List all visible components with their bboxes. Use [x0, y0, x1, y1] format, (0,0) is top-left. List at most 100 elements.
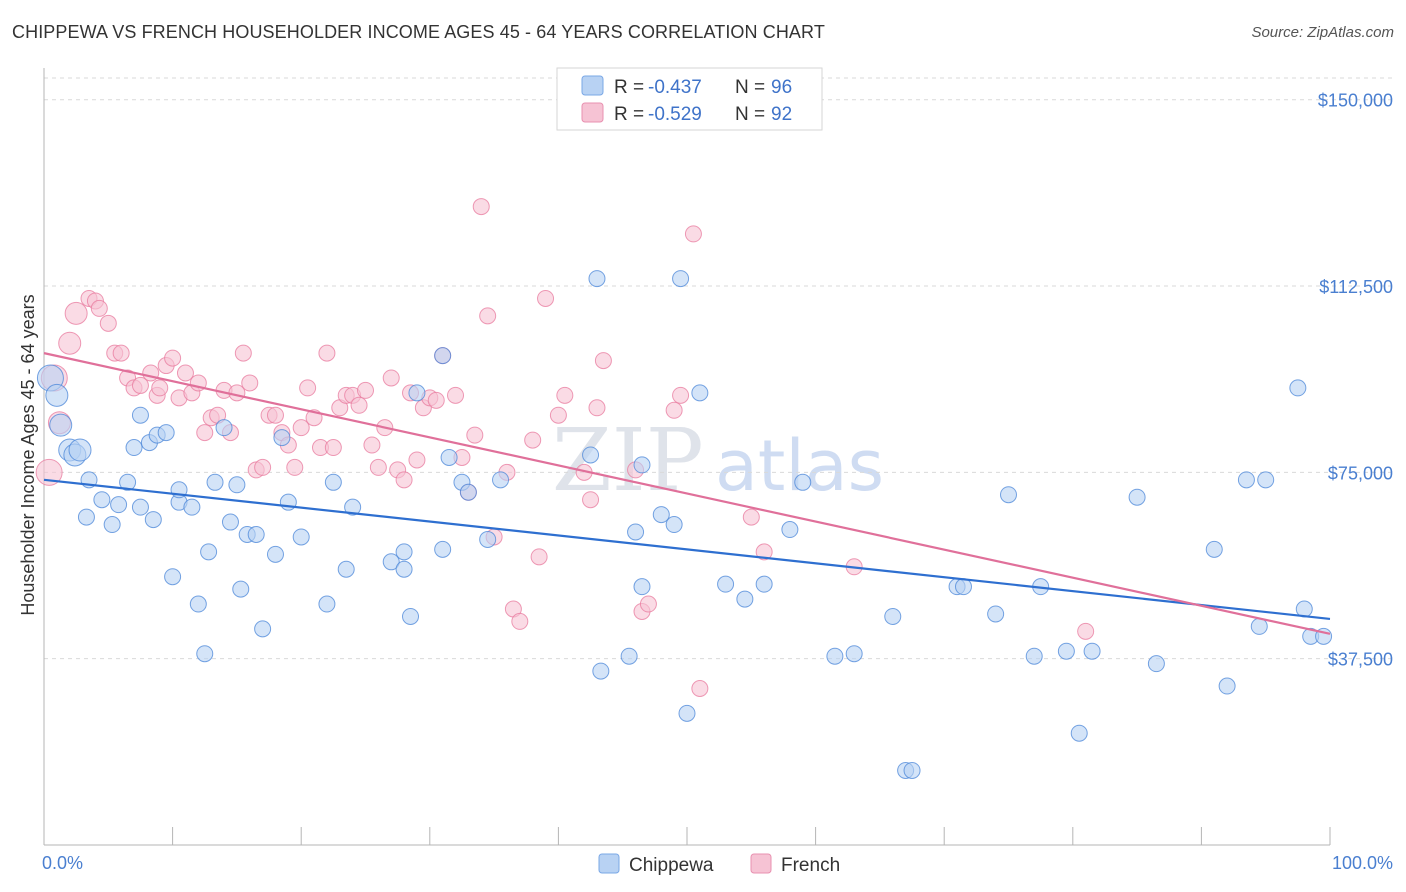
chippewa-point-75 — [903, 761, 921, 779]
legend-r-label-french: R = — [614, 104, 644, 125]
chippewa-point-90 — [1250, 617, 1268, 635]
chippewa-point-85 — [1128, 488, 1146, 506]
french-point-82 — [639, 595, 657, 613]
watermark-atlas: atlas — [715, 425, 884, 507]
chippewa-point-56 — [592, 662, 610, 680]
series-legend: Chippewa French — [598, 853, 840, 876]
french-point-32 — [254, 458, 272, 476]
french-point-61 — [447, 386, 465, 404]
french-point-88 — [755, 543, 773, 561]
french-point-18 — [164, 349, 182, 367]
french-point-38 — [292, 419, 310, 437]
french-point-23 — [196, 424, 214, 442]
chippewa-point-88 — [1218, 677, 1236, 695]
chippewa-point-1 — [45, 383, 69, 407]
stats-legend: R = -0.437 N = 96 R = -0.529 N = 92 — [556, 67, 823, 131]
legend-swatch-chippewa — [581, 75, 604, 96]
chippewa-point-89 — [1237, 471, 1255, 489]
chippewa-point-66 — [717, 575, 735, 593]
chippewa-point-25 — [200, 543, 218, 561]
x-tick-label-1: 100.0% — [1332, 853, 1393, 873]
legend-n-label-french: N = — [735, 104, 765, 125]
chippewa-point-92 — [1289, 379, 1307, 397]
chippewa-point-86 — [1147, 655, 1165, 673]
chippewa-point-26 — [206, 473, 224, 491]
french-point-87 — [742, 508, 760, 526]
french-point-73 — [537, 289, 555, 307]
chippewa-point-55 — [588, 270, 606, 288]
chippewa-point-10 — [110, 496, 128, 514]
french-point-43 — [324, 439, 342, 457]
chippewa-point-39 — [324, 473, 342, 491]
french-point-42 — [318, 344, 336, 362]
french-point-85 — [684, 225, 702, 243]
chippewa-point-57 — [620, 647, 638, 665]
legend-r-value-chippewa: -0.437 — [648, 77, 702, 98]
french-point-66 — [479, 307, 497, 325]
chippewa-point-71 — [826, 647, 844, 665]
french-point-90 — [1077, 622, 1095, 640]
bottom-legend-swatch-chippewa — [598, 853, 620, 874]
chippewa-point-12 — [125, 439, 143, 457]
french-point-71 — [524, 431, 542, 449]
chippewa-point-80 — [1025, 647, 1043, 665]
french-point-4 — [64, 301, 88, 325]
french-point-54 — [395, 471, 413, 489]
chippewa-point-37 — [292, 528, 310, 546]
legend-swatch-french — [581, 102, 604, 123]
bottom-legend-label-chippewa: Chippewa — [629, 855, 714, 876]
french-point-50 — [369, 458, 387, 476]
french-point-56 — [408, 451, 426, 469]
chippewa-point-77 — [954, 578, 972, 596]
french-point-52 — [382, 369, 400, 387]
chart-title: CHIPPEWA VS FRENCH HOUSEHOLDER INCOME AG… — [12, 22, 825, 42]
chippewa-point-27 — [215, 419, 233, 437]
chippewa-point-5 — [68, 438, 92, 462]
trend-lines — [43, 352, 1331, 635]
chippewa-point-24 — [196, 645, 214, 663]
chippewa-point-44 — [395, 543, 413, 561]
chippewa-point-73 — [884, 607, 902, 625]
chippewa-point-16 — [144, 511, 162, 529]
french-point-7 — [90, 299, 108, 317]
chippewa-point-61 — [652, 506, 670, 524]
chippewa-point-79 — [1000, 486, 1017, 504]
chippewa-point-67 — [736, 590, 754, 608]
chippewa-point-70 — [794, 473, 812, 491]
french-point-64 — [466, 426, 484, 444]
chippewa-points — [36, 270, 1333, 779]
y-axis-title: Householder Income Ages 45 - 64 years — [18, 294, 38, 615]
chippewa-point-47 — [434, 347, 452, 365]
x-tick-label-0: 0.0% — [42, 853, 83, 873]
french-point-37 — [286, 458, 304, 476]
chippewa-point-32 — [247, 525, 265, 543]
french-point-39 — [299, 379, 317, 397]
chippewa-point-53 — [492, 471, 510, 489]
french-point-0 — [35, 458, 63, 486]
french-point-29 — [234, 344, 252, 362]
chippewa-point-63 — [672, 270, 690, 288]
french-point-10 — [112, 344, 130, 362]
chippewa-point-35 — [273, 429, 291, 447]
chippewa-point-8 — [93, 491, 111, 509]
chippewa-point-40 — [337, 560, 355, 578]
tick-labels: $37,500 $75,000 $112,500 $150,000 0.0% 100.0% — [42, 91, 1393, 873]
chippewa-point-72 — [845, 645, 863, 663]
chippewa-point-29 — [228, 476, 246, 494]
french-point-79 — [594, 352, 612, 370]
chippewa-point-52 — [479, 530, 497, 548]
chippewa-point-34 — [266, 545, 284, 563]
chippewa-point-69 — [781, 521, 799, 539]
chippewa-point-68 — [755, 575, 773, 593]
french-point-16 — [151, 379, 169, 397]
chippewa-point-83 — [1070, 724, 1088, 742]
chippewa-point-59 — [633, 456, 651, 474]
chippewa-point-82 — [1057, 642, 1075, 660]
chippewa-point-11 — [119, 473, 137, 491]
y-tick-label-2: $112,500 — [1319, 277, 1393, 297]
legend-r-value-french: -0.529 — [648, 104, 702, 125]
chippewa-point-91 — [1257, 471, 1275, 489]
chippewa-point-49 — [440, 448, 458, 466]
french-point-74 — [549, 406, 567, 424]
